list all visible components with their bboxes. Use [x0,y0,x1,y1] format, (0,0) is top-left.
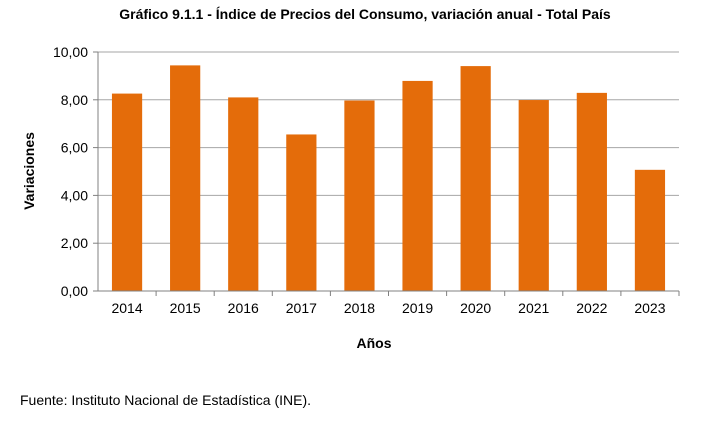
y-tick-label: 6,00 [61,140,88,156]
bar-2019 [402,80,433,291]
x-tick-label: 2022 [576,300,607,316]
bar-2017 [286,134,317,291]
chart-title: Gráfico 9.1.1 - Índice de Precios del Co… [119,6,611,22]
y-tick-label: 2,00 [61,235,88,251]
x-tick-label: 2016 [228,300,259,316]
bar-2018 [344,100,375,291]
x-tick-labels: 2014 2015 2016 2017 2018 2019 2020 2021 2022 2023 [111,300,665,316]
x-axis-title: Años [357,335,392,351]
y-tick-label: 10,00 [53,44,88,60]
bar-2014 [111,93,143,291]
bar-2021 [518,100,549,291]
x-tick-label: 2014 [111,300,142,316]
x-tick-label: 2023 [634,300,665,316]
bar-chart: Gráfico 9.1.1 - Índice de Precios del Co… [21,6,680,351]
axes [93,51,680,296]
y-axis-title: Variaciones [21,132,37,210]
bar-2020 [460,66,491,291]
y-tick-label: 8,00 [61,92,88,108]
bars [111,65,666,291]
x-tick-label: 2018 [344,300,375,316]
x-tick-label: 2019 [402,300,433,316]
x-tick-label: 2015 [170,300,201,316]
y-tick-labels: 0,00 2,00 4,00 6,00 8,00 10,00 [53,44,88,299]
bar-2022 [576,92,607,291]
bar-2016 [228,97,259,291]
x-tick-label: 2021 [518,300,549,316]
source-note: Fuente: Instituto Nacional de Estadístic… [20,392,312,408]
x-tick-label: 2020 [460,300,491,316]
y-tick-label: 0,00 [61,283,88,299]
x-tick-label: 2017 [286,300,317,316]
bar-2015 [170,65,201,291]
bar-2023 [634,169,666,291]
y-tick-label: 4,00 [61,187,88,203]
